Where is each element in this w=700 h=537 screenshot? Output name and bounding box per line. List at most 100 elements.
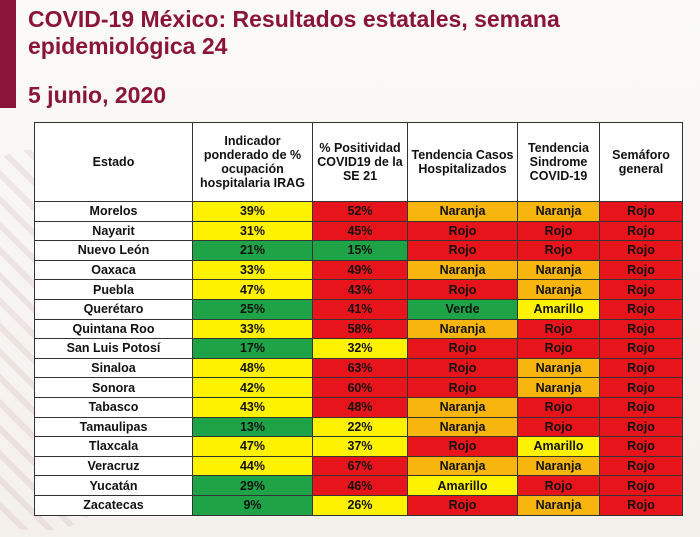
cell-tendencia-casos: Naranja <box>407 259 518 281</box>
table-row: Sonora 42% 60% Rojo Naranja Rojo <box>34 377 683 398</box>
header-semaforo: Semáforo general <box>599 122 683 202</box>
table-row: Nayarit 31% 45% Rojo Rojo Rojo <box>34 220 683 242</box>
cell-semaforo: Rojo <box>599 357 683 379</box>
cell-tendencia-sindrome: Rojo <box>517 396 600 418</box>
page-title: COVID-19 México: Resultados estatales, s… <box>28 6 560 59</box>
cell-estado: Puebla <box>34 279 193 300</box>
cell-tendencia-sindrome: Naranja <box>517 377 600 398</box>
report-date: 5 junio, 2020 <box>28 82 167 108</box>
cell-ocupacion: 33% <box>192 318 313 340</box>
header-tendencia-sindrome: Tendencia Sindrome COVID-19 <box>517 122 600 202</box>
cell-ocupacion: 13% <box>192 416 313 438</box>
cell-tendencia-sindrome: Naranja <box>517 259 600 281</box>
cell-estado: San Luis Potosí <box>34 338 193 359</box>
cell-tendencia-sindrome: Rojo <box>517 318 600 340</box>
cell-semaforo: Rojo <box>599 259 683 281</box>
cell-semaforo: Rojo <box>599 416 683 438</box>
cell-ocupacion: 47% <box>192 436 313 457</box>
cell-tendencia-sindrome: Rojo <box>517 475 600 496</box>
cell-ocupacion: 44% <box>192 455 313 477</box>
cell-positividad: 52% <box>312 201 408 222</box>
cell-tendencia-casos: Rojo <box>407 240 518 261</box>
cell-tendencia-casos: Rojo <box>407 338 518 359</box>
cell-estado: Yucatán <box>34 475 193 496</box>
header-positividad: % Positividad COVID19 de la SE 21 <box>312 122 408 202</box>
table-row: Querétaro 25% 41% Verde Amarillo Rojo <box>34 298 683 320</box>
cell-positividad: 37% <box>312 436 408 457</box>
cell-semaforo: Rojo <box>599 475 683 496</box>
cell-tendencia-casos: Naranja <box>407 318 518 340</box>
cell-tendencia-sindrome: Naranja <box>517 201 600 222</box>
cell-semaforo: Rojo <box>599 279 683 300</box>
cell-tendencia-casos: Naranja <box>407 455 518 477</box>
cell-tendencia-sindrome: Rojo <box>517 416 600 438</box>
cell-ocupacion: 48% <box>192 357 313 379</box>
cell-positividad: 46% <box>312 475 408 496</box>
cell-positividad: 63% <box>312 357 408 379</box>
cell-estado: Morelos <box>34 201 193 222</box>
cell-estado: Zacatecas <box>34 494 193 516</box>
cell-positividad: 49% <box>312 259 408 281</box>
cell-semaforo: Rojo <box>599 494 683 516</box>
cell-ocupacion: 9% <box>192 494 313 516</box>
cell-tendencia-sindrome: Naranja <box>517 455 600 477</box>
cell-semaforo: Rojo <box>599 220 683 242</box>
cell-semaforo: Rojo <box>599 377 683 398</box>
cell-positividad: 22% <box>312 416 408 438</box>
cell-ocupacion: 29% <box>192 475 313 496</box>
cell-estado: Querétaro <box>34 298 193 320</box>
cell-positividad: 26% <box>312 494 408 516</box>
cell-tendencia-casos: Rojo <box>407 377 518 398</box>
cell-positividad: 43% <box>312 279 408 300</box>
table-row: Yucatán 29% 46% Amarillo Rojo Rojo <box>34 475 683 496</box>
cell-ocupacion: 17% <box>192 338 313 359</box>
cell-semaforo: Rojo <box>599 338 683 359</box>
cell-ocupacion: 31% <box>192 220 313 242</box>
table-row: Tabasco 43% 48% Naranja Rojo Rojo <box>34 396 683 418</box>
cell-estado: Tlaxcala <box>34 436 193 457</box>
header-row: Estado Indicador ponderado de % ocupació… <box>34 122 683 202</box>
header-tendencia-casos: Tendencia Casos Hospitalizados <box>407 122 518 202</box>
cell-positividad: 15% <box>312 240 408 261</box>
table-row: Morelos 39% 52% Naranja Naranja Rojo <box>34 201 683 222</box>
cell-tendencia-casos: Naranja <box>407 201 518 222</box>
cell-tendencia-sindrome: Rojo <box>517 338 600 359</box>
cell-tendencia-casos: Naranja <box>407 396 518 418</box>
table-row: Sinaloa 48% 63% Rojo Naranja Rojo <box>34 357 683 379</box>
accent-bar <box>0 0 16 108</box>
cell-tendencia-casos: Rojo <box>407 494 518 516</box>
cell-positividad: 60% <box>312 377 408 398</box>
cell-tendencia-sindrome: Naranja <box>517 357 600 379</box>
cell-estado: Sonora <box>34 377 193 398</box>
table-row: Puebla 47% 43% Rojo Naranja Rojo <box>34 279 683 300</box>
cell-semaforo: Rojo <box>599 436 683 457</box>
results-table: Estado Indicador ponderado de % ocupació… <box>34 122 683 516</box>
header-ocupacion: Indicador ponderado de % ocupación hospi… <box>192 122 313 202</box>
cell-semaforo: Rojo <box>599 455 683 477</box>
cell-tendencia-casos: Rojo <box>407 436 518 457</box>
cell-tendencia-casos: Rojo <box>407 279 518 300</box>
cell-tendencia-casos: Verde <box>407 298 518 320</box>
cell-semaforo: Rojo <box>599 318 683 340</box>
cell-estado: Quintana Roo <box>34 318 193 340</box>
cell-tendencia-sindrome: Rojo <box>517 240 600 261</box>
cell-ocupacion: 42% <box>192 377 313 398</box>
table-row: Zacatecas 9% 26% Rojo Naranja Rojo <box>34 494 683 516</box>
cell-ocupacion: 43% <box>192 396 313 418</box>
cell-estado: Sinaloa <box>34 357 193 379</box>
cell-positividad: 67% <box>312 455 408 477</box>
cell-estado: Tamaulipas <box>34 416 193 438</box>
table-row: Nuevo León 21% 15% Rojo Rojo Rojo <box>34 240 683 261</box>
table-row: Oaxaca 33% 49% Naranja Naranja Rojo <box>34 259 683 281</box>
table-row: Veracruz 44% 67% Naranja Naranja Rojo <box>34 455 683 477</box>
header-estado: Estado <box>34 122 193 202</box>
cell-positividad: 32% <box>312 338 408 359</box>
cell-positividad: 41% <box>312 298 408 320</box>
cell-semaforo: Rojo <box>599 396 683 418</box>
cell-ocupacion: 47% <box>192 279 313 300</box>
table-row: Tamaulipas 13% 22% Naranja Rojo Rojo <box>34 416 683 438</box>
cell-ocupacion: 25% <box>192 298 313 320</box>
cell-tendencia-casos: Rojo <box>407 220 518 242</box>
cell-positividad: 45% <box>312 220 408 242</box>
